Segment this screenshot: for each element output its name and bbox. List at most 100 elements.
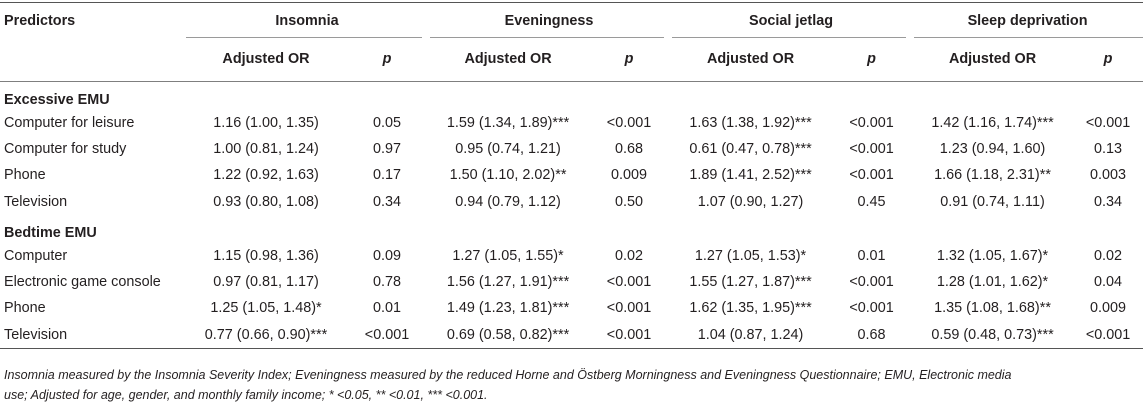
odds-ratio-cell: 1.59 (1.34, 1.89)***: [446, 114, 570, 131]
row-label: Computer: [4, 247, 68, 264]
p-value-cell: 0.34: [1094, 193, 1123, 210]
p-value-cell: <0.001: [1073, 321, 1143, 349]
p-value-cell: 0.009: [1090, 300, 1127, 317]
odds-ratio-cell: 0.59 (0.48, 0.73)***: [912, 321, 1074, 349]
p-value-cell: 0.13: [1094, 140, 1123, 157]
subheader-or: Adjusted OR: [428, 39, 589, 82]
row-label: Television: [0, 321, 186, 349]
p-value-cell: 0.68: [831, 321, 913, 349]
odds-ratio-cell: 1.89 (1.41, 2.52)***: [689, 167, 812, 184]
odds-ratio-cell: 0.69 (0.58, 0.82)***: [428, 321, 589, 349]
p-value-cell: 0.17: [373, 167, 402, 184]
p-value-cell: <0.001: [849, 300, 894, 317]
subheader-or: Adjusted OR: [670, 39, 832, 82]
odds-ratio-cell: 1.15 (0.98, 1.36): [213, 247, 319, 264]
p-value-cell: 0.97: [373, 140, 402, 157]
odds-ratio-cell: 1.63 (1.38, 1.92)***: [689, 114, 812, 131]
group-header-row: Predictors Insomnia Eveningness Social j…: [0, 2, 1143, 40]
table-row: Computer 1.15 (0.98, 1.36) 0.09 1.27 (1.05,…: [0, 243, 1143, 269]
results-table: Predictors Insomnia Eveningness Social j…: [0, 2, 1143, 349]
table-row: Computer for study 1.00 (0.81, 1.24) 0.97 0…: [0, 136, 1143, 162]
predictors-header: Predictors: [4, 13, 76, 29]
p-value-cell: 0.05: [373, 114, 402, 131]
odds-ratio-cell: 0.94 (0.79, 1.12): [455, 193, 561, 210]
subheader-blank: [0, 39, 186, 82]
row-label: Electronic game console: [4, 274, 161, 291]
p-value-cell: 0.34: [373, 193, 402, 210]
row-label: Computer for leisure: [4, 114, 135, 131]
odds-ratio-cell: 1.00 (0.81, 1.24): [213, 140, 319, 157]
odds-ratio-cell: 1.16 (1.00, 1.35): [213, 114, 319, 131]
p-value-cell: 0.68: [615, 140, 644, 157]
odds-ratio-cell: 1.25 (1.05, 1.48)*: [210, 300, 322, 317]
odds-ratio-cell: 1.27 (1.05, 1.55)*: [452, 247, 564, 264]
row-label: Television: [4, 193, 68, 210]
p-value-cell: 0.009: [611, 167, 648, 184]
subheader-or: Adjusted OR: [186, 39, 346, 82]
p-value-cell: <0.001: [588, 321, 671, 349]
p-value-cell: 0.04: [1094, 274, 1123, 291]
odds-ratio-cell: 1.55 (1.27, 1.87)***: [689, 274, 812, 291]
p-value-cell: 0.02: [615, 247, 644, 264]
row-label: Computer for study: [4, 140, 127, 157]
table-row: Phone 1.22 (0.92, 1.63) 0.17 1.50 (1.10, 2.…: [0, 162, 1143, 188]
p-value-cell: <0.001: [606, 274, 652, 291]
odds-ratio-cell: 1.42 (1.16, 1.74)***: [931, 114, 1054, 131]
odds-ratio-cell: 1.66 (1.18, 2.31)**: [934, 167, 1051, 184]
group-underline: [430, 37, 664, 38]
group-header-social-jetlag: Social jetlag: [749, 13, 834, 29]
p-value-cell: 0.01: [373, 300, 402, 317]
p-value-cell: <0.001: [606, 300, 652, 317]
subheader-row: Adjusted OR p Adjusted OR p Adjusted OR …: [0, 39, 1143, 82]
p-value-cell: 0.01: [857, 247, 886, 264]
odds-ratio-cell: 0.61 (0.47, 0.78)***: [689, 140, 812, 157]
group-underline: [914, 37, 1143, 38]
odds-ratio-cell: 0.91 (0.74, 1.11): [940, 193, 1045, 210]
odds-ratio-cell: 1.28 (1.01, 1.62)*: [936, 274, 1049, 291]
p-value-cell: <0.001: [849, 114, 894, 131]
subheader-p: p: [588, 39, 671, 82]
table-row: Electronic game console 0.97 (0.81, 1.17)…: [0, 269, 1143, 295]
subheader-p: p: [346, 39, 429, 82]
odds-ratio-cell: 0.77 (0.66, 0.90)***: [186, 321, 346, 349]
section-title: Excessive EMU: [4, 91, 110, 108]
table-body: Excessive EMU Computer for leisure 1.16 (1…: [0, 81, 1143, 349]
p-value-cell: <0.001: [346, 321, 429, 349]
row-label: Phone: [4, 167, 46, 184]
group-header-eveningness: Eveningness: [504, 13, 594, 29]
odds-ratio-cell: 1.32 (1.05, 1.67)*: [936, 247, 1049, 264]
odds-ratio-cell: 1.56 (1.27, 1.91)***: [446, 274, 570, 291]
p-value-cell: 0.78: [373, 274, 402, 291]
p-value-cell: <0.001: [849, 274, 894, 291]
subheader-p: p: [1073, 39, 1143, 82]
odds-ratio-cell: 1.35 (1.08, 1.68)**: [934, 300, 1051, 317]
odds-ratio-cell: 1.07 (0.90, 1.27): [697, 193, 804, 210]
section-title: Bedtime EMU: [4, 224, 97, 241]
odds-ratio-cell: 1.23 (0.94, 1.60): [939, 140, 1046, 157]
group-underline: [186, 37, 422, 38]
odds-ratio-cell: 0.95 (0.74, 1.21): [455, 140, 561, 157]
p-value-cell: <0.001: [849, 167, 894, 184]
p-value-cell: <0.001: [606, 114, 652, 131]
table-footnote: Insomnia measured by the Insomnia Severi…: [4, 365, 1134, 405]
subheader-or: Adjusted OR: [912, 39, 1074, 82]
odds-ratio-cell: 1.50 (1.10, 2.02)**: [449, 167, 567, 184]
group-underline: [672, 37, 906, 38]
footnote-line: Insomnia measured by the Insomnia Severi…: [4, 368, 1012, 382]
table-row: Phone 1.25 (1.05, 1.48)* 0.01 1.49 (1.23, 1…: [0, 295, 1143, 321]
table-row: Television 0.93 (0.80, 1.08) 0.34 0.94 (0.7…: [0, 188, 1143, 214]
odds-ratio-cell: 1.22 (0.92, 1.63): [213, 167, 319, 184]
p-value-cell: 0.02: [1094, 247, 1123, 264]
p-value-cell: <0.001: [849, 140, 894, 157]
table-row: Computer for leisure 1.16 (1.00, 1.35) 0.0…: [0, 110, 1143, 136]
odds-ratio-cell: 1.62 (1.35, 1.95)***: [689, 300, 812, 317]
footnote-line: use; Adjusted for age, gender, and month…: [4, 388, 488, 402]
odds-ratio-cell: 0.97 (0.81, 1.17): [213, 274, 319, 291]
p-value-cell: 0.50: [615, 193, 644, 210]
group-header-insomnia: Insomnia: [275, 13, 339, 29]
p-value-cell: <0.001: [1085, 114, 1131, 131]
p-value-cell: 0.003: [1090, 167, 1127, 184]
odds-ratio-cell: 1.49 (1.23, 1.81)***: [446, 300, 570, 317]
odds-ratio-cell: 1.27 (1.05, 1.53)*: [694, 247, 807, 264]
